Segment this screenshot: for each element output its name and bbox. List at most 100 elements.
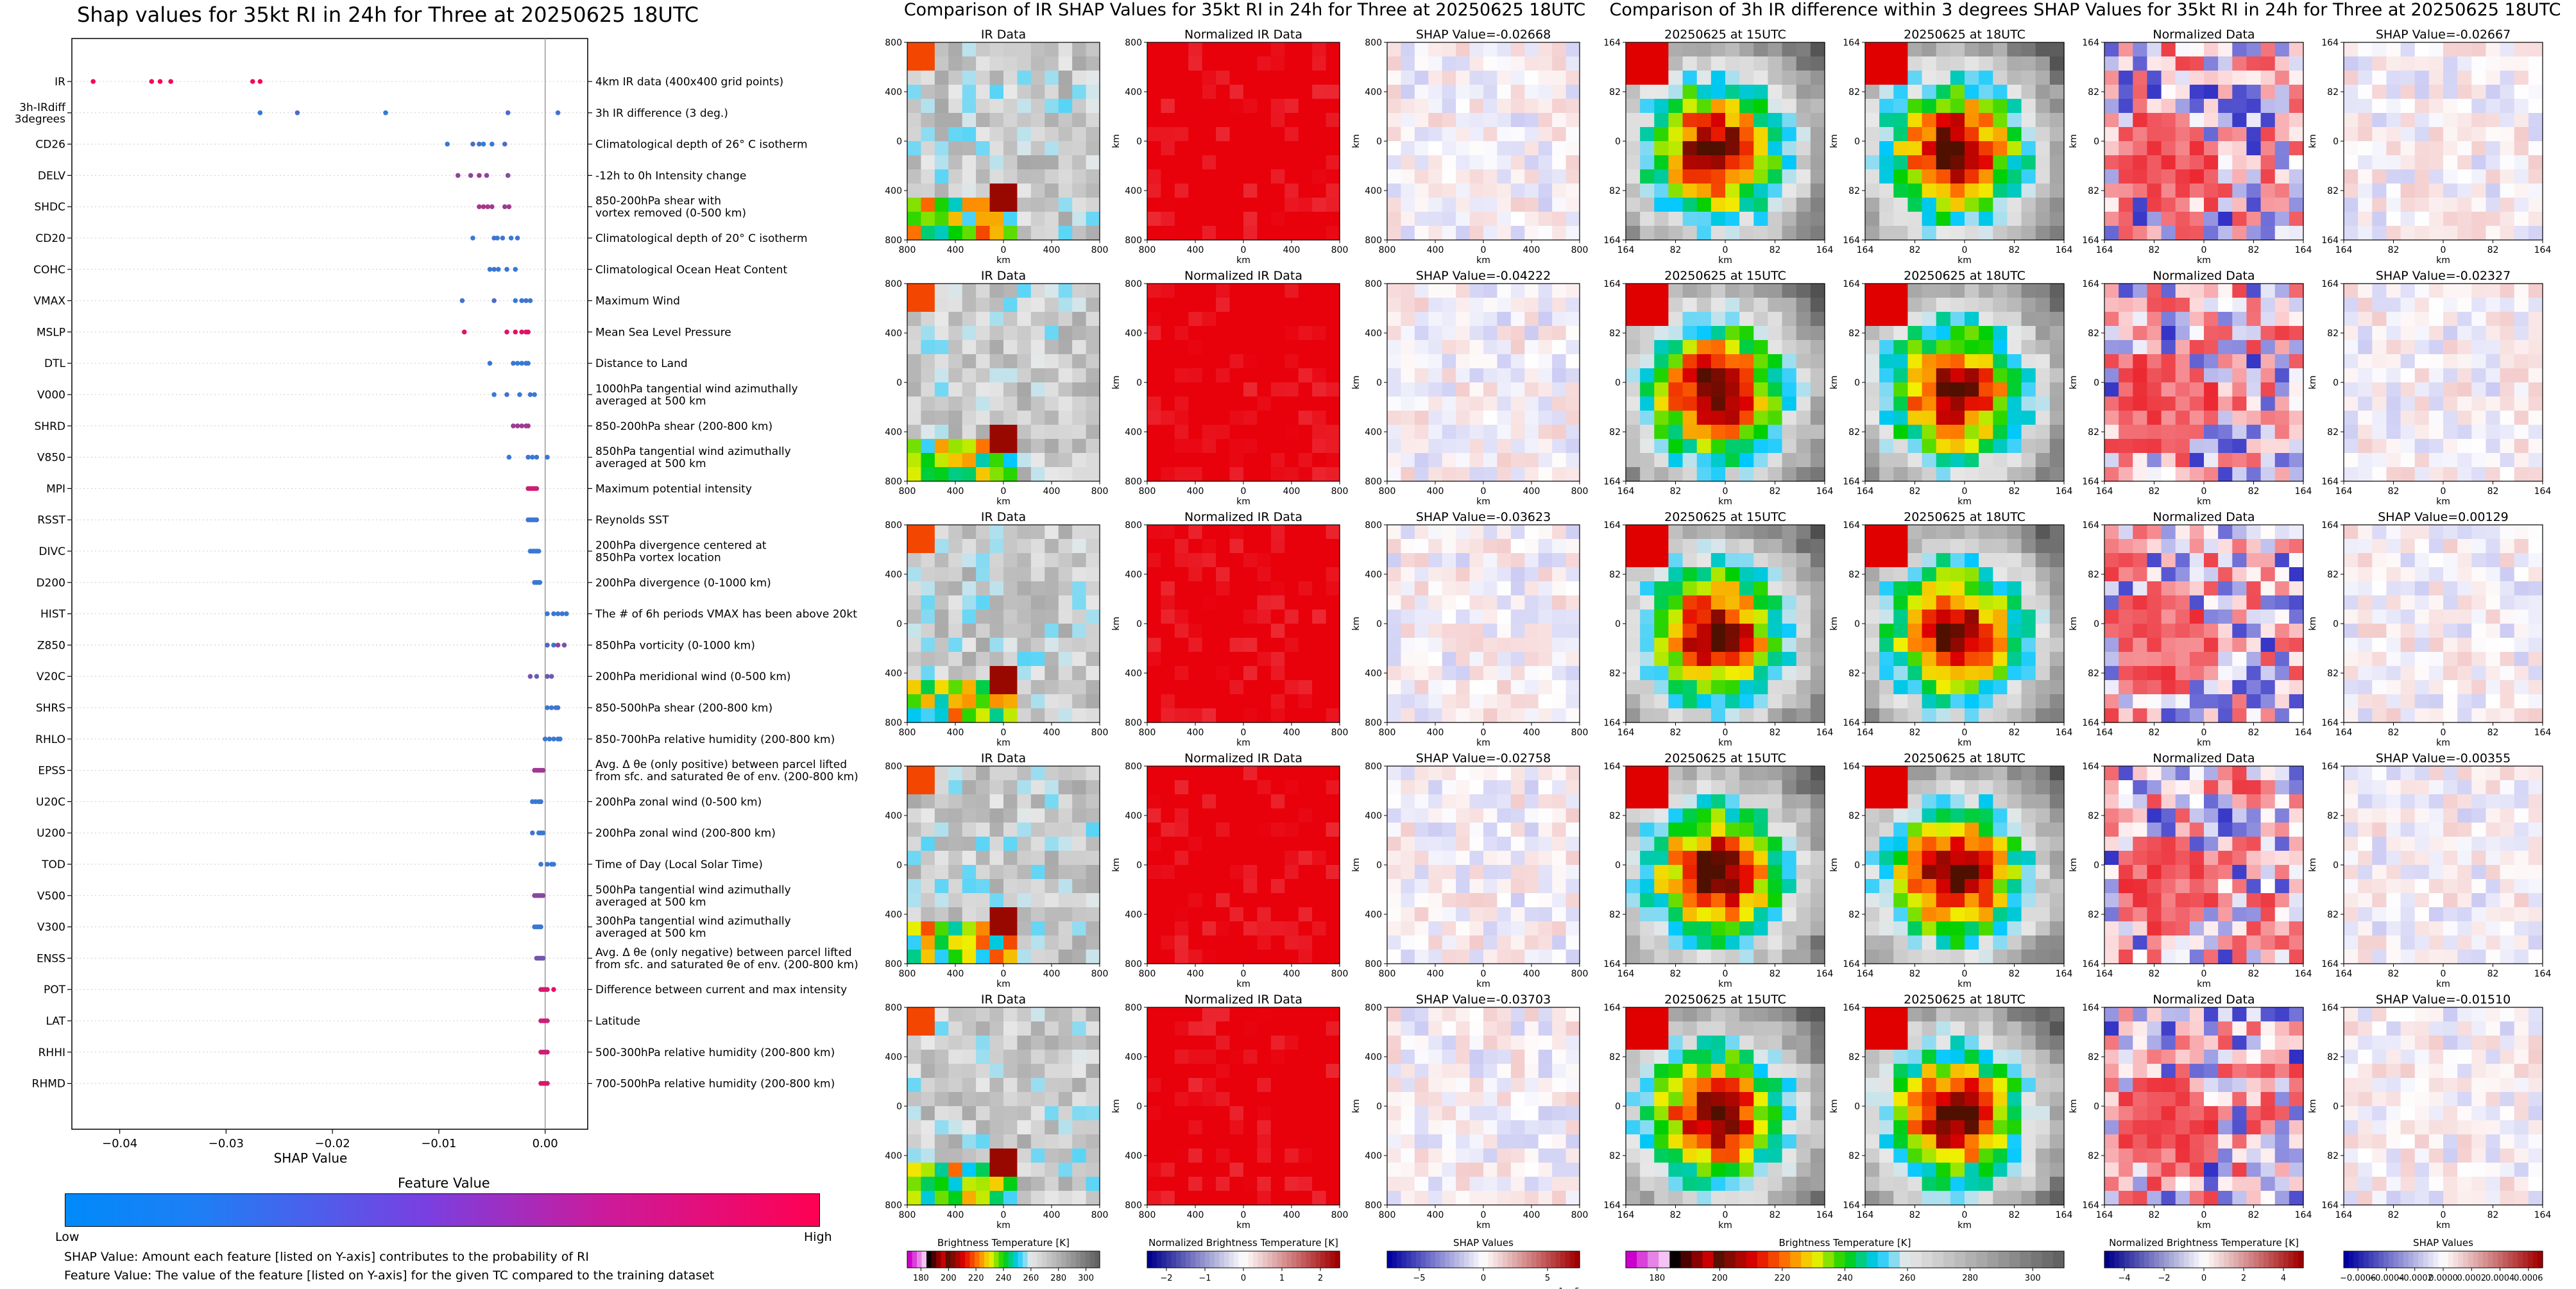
y-tick-label: 164 bbox=[1603, 279, 1621, 289]
feature-code: VMAX bbox=[33, 295, 65, 308]
y-tick-label: 800 bbox=[1125, 718, 1142, 728]
y-axis-label: km bbox=[2068, 617, 2079, 631]
y-tick-label: 82 bbox=[1609, 186, 1621, 196]
colorbar-tick-label: −2 bbox=[2158, 1274, 2170, 1283]
x-tick-label: 400 bbox=[1187, 486, 1204, 497]
y-tick-label: 800 bbox=[1125, 235, 1142, 246]
y-tick-label: 800 bbox=[885, 235, 902, 246]
x-axis-label: km bbox=[1476, 738, 1490, 748]
feature-code: SHDC bbox=[34, 201, 65, 214]
x-tick-label: 0 bbox=[1001, 969, 1007, 979]
shap-point bbox=[538, 862, 543, 867]
x-axis-label: km bbox=[2197, 1220, 2211, 1231]
panel-title: 20250625 at 18UTC bbox=[1904, 269, 2026, 283]
colorbar-tick-label: −4 bbox=[2118, 1274, 2130, 1283]
x-tick-label: 800 bbox=[1379, 728, 1396, 738]
shap-point bbox=[294, 110, 300, 115]
y-tick-label: 800 bbox=[885, 38, 902, 48]
shap-point bbox=[477, 141, 482, 147]
y-tick-label: 0 bbox=[896, 619, 902, 629]
x-tick-label: 0 bbox=[1241, 1210, 1247, 1220]
y-axis-label: km bbox=[2068, 375, 2079, 389]
shap-panel bbox=[1386, 1007, 1580, 1206]
shap-point bbox=[542, 737, 548, 742]
y-tick-label: 400 bbox=[1125, 427, 1142, 438]
feature-label: 850-500hPa shear (200-800 km) bbox=[595, 702, 772, 715]
y-tick-label: 800 bbox=[1365, 279, 1382, 289]
shap-point bbox=[502, 204, 508, 210]
x-axis-label: km bbox=[1718, 738, 1732, 748]
shap-point bbox=[487, 361, 493, 366]
shap-point bbox=[525, 423, 531, 429]
shap-point bbox=[555, 611, 561, 617]
norm-panel bbox=[2104, 524, 2304, 723]
colorbar-tick-label: 300 bbox=[2025, 1274, 2041, 1283]
x-tick-label: 82 bbox=[1770, 728, 1781, 738]
shap-point bbox=[504, 267, 509, 272]
shap-point bbox=[559, 611, 565, 617]
feature-code: RSST bbox=[37, 514, 65, 527]
shap-summary-plot: IR 4km IR data (400x400 grid points) 3h-IR… bbox=[15, 38, 858, 1166]
x-tick-label: 400 bbox=[1043, 969, 1061, 979]
colorbar-high-label: High bbox=[804, 1230, 832, 1244]
shap-point bbox=[383, 110, 388, 115]
colorbar-tick-label: 2 bbox=[1318, 1274, 1323, 1283]
y-axis-label: km bbox=[2308, 134, 2318, 148]
y-tick-label: 164 bbox=[1603, 762, 1621, 772]
y-tick-label: 82 bbox=[2327, 910, 2339, 920]
ir-panel bbox=[907, 1007, 1100, 1206]
y-axis-label: km bbox=[1111, 858, 1122, 872]
y-tick-label: 164 bbox=[1603, 1003, 1621, 1013]
x-tick-label: 82 bbox=[2149, 486, 2160, 497]
x-tick-label: 82 bbox=[1770, 969, 1781, 979]
panel-title: IR Data bbox=[981, 269, 1026, 283]
y-tick-label: 82 bbox=[1609, 427, 1621, 438]
panel-title: Normalized IR Data bbox=[1184, 28, 1302, 42]
x-tick-label: 82 bbox=[1909, 969, 1921, 979]
feature-value-colorbar bbox=[65, 1193, 820, 1227]
y-tick-label: 164 bbox=[2321, 1200, 2339, 1211]
colorbar-tick-label: 0 bbox=[1481, 1274, 1486, 1283]
x-tick-label: 400 bbox=[947, 1210, 964, 1220]
y-tick-label: 82 bbox=[1609, 329, 1621, 339]
feature-code: DIVC bbox=[38, 545, 65, 558]
y-tick-label: 800 bbox=[1365, 762, 1382, 772]
shap-point bbox=[513, 329, 518, 335]
feature-code: DELV bbox=[38, 169, 65, 182]
shap-point bbox=[250, 79, 255, 84]
colorbar bbox=[1625, 1251, 2065, 1268]
y-tick-label: 0 bbox=[1615, 860, 1621, 871]
x-tick-label: 164 bbox=[2534, 245, 2552, 255]
x-tick-label: 164 bbox=[1857, 969, 1874, 979]
y-axis-label: km bbox=[1351, 375, 1361, 389]
y-tick-label: 164 bbox=[1603, 38, 1621, 48]
x-tick-label: 400 bbox=[1427, 486, 1444, 497]
shap-panel bbox=[1386, 283, 1580, 482]
colorbar-tick-label: 240 bbox=[996, 1274, 1012, 1283]
colorbar-low-label: Low bbox=[55, 1230, 80, 1244]
y-tick-label: 82 bbox=[2088, 570, 2099, 580]
y-tick-label: 400 bbox=[1125, 669, 1142, 679]
shap-point bbox=[461, 329, 467, 335]
y-tick-label: 800 bbox=[885, 1200, 902, 1211]
y-tick-label: 0 bbox=[1854, 860, 1860, 871]
x-tick-label: 400 bbox=[1043, 486, 1061, 497]
feature-code: SHRS bbox=[36, 702, 65, 715]
shap-panel-title: SHAP Value=-0.01510 bbox=[2376, 993, 2511, 1007]
x-tick-label: 164 bbox=[2056, 1210, 2073, 1220]
panel-title: Normalized Data bbox=[2153, 28, 2255, 42]
x-tick-label: 164 bbox=[2056, 969, 2073, 979]
panel-title: IR Data bbox=[981, 751, 1026, 765]
x-tick-label: 164 bbox=[2335, 245, 2353, 255]
feature-label: Avg. Δ θe (only negative) between parcel… bbox=[595, 946, 858, 971]
y-tick-label: 82 bbox=[1609, 570, 1621, 580]
y-tick-label: 82 bbox=[2088, 811, 2099, 821]
shap-point bbox=[534, 486, 540, 491]
shap-panel bbox=[1386, 524, 1580, 723]
x-axis-label: km bbox=[1236, 497, 1250, 507]
x-tick-label: −0.04 bbox=[102, 1137, 137, 1150]
x-tick-label: 164 bbox=[2096, 728, 2113, 738]
x-tick-label: 164 bbox=[1857, 245, 1874, 255]
y-tick-label: 82 bbox=[1609, 1052, 1621, 1063]
norm-panel bbox=[2104, 765, 2304, 964]
